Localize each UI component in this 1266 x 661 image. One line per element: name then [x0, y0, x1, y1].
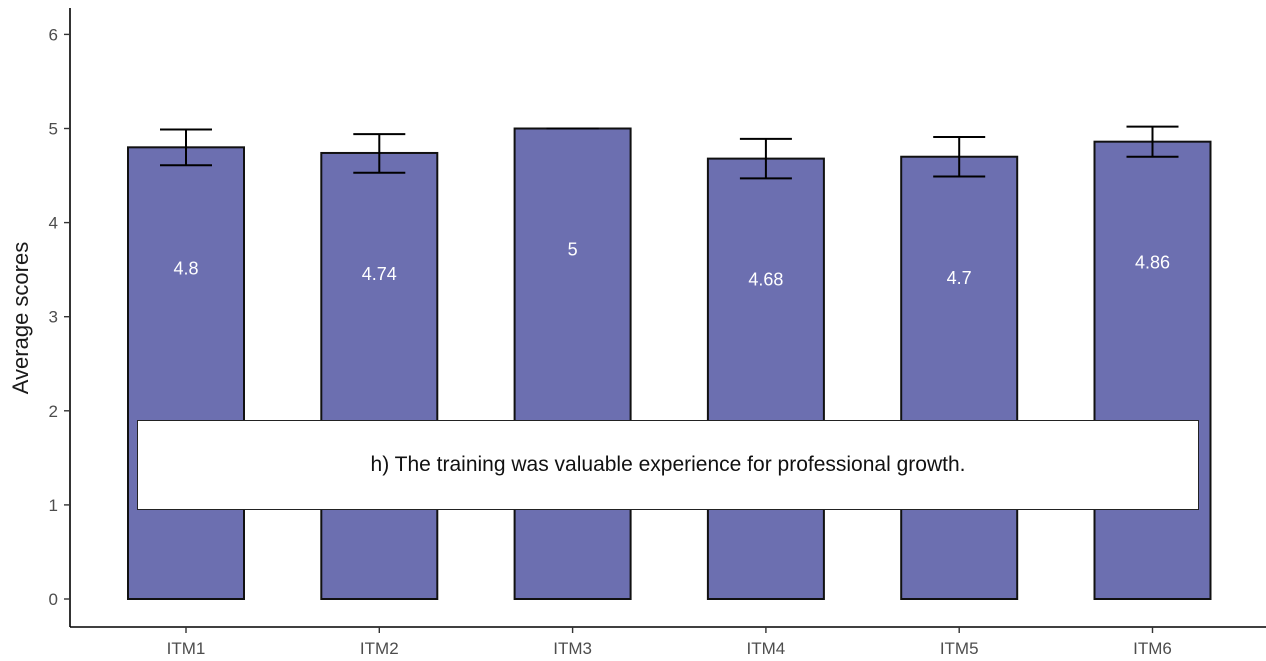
y-tick-label: 5	[49, 120, 58, 139]
data-label: 4.68	[748, 270, 783, 290]
bar	[513, 127, 632, 600]
x-tick-label: ITM6	[1133, 639, 1172, 658]
y-tick-label: 6	[49, 25, 58, 44]
caption-box: h) The training was valuable experience …	[137, 420, 1199, 510]
x-tick-label: ITM2	[360, 639, 399, 658]
x-tick-label: ITM4	[747, 639, 786, 658]
data-label: 4.8	[173, 258, 198, 278]
bar	[900, 155, 1019, 600]
error-bars	[160, 125, 1179, 180]
x-tick-label: ITM3	[553, 639, 592, 658]
x-tick-label: ITM5	[940, 639, 979, 658]
x-tick-label: ITM1	[167, 639, 206, 658]
data-label: 4.74	[362, 264, 397, 284]
y-tick-label: 0	[49, 590, 58, 609]
bars	[127, 127, 1212, 600]
y-axis: 0 1 2 3 4 5 6	[49, 8, 71, 627]
bar	[1093, 140, 1212, 600]
bar	[706, 157, 825, 600]
caption-text: h) The training was valuable experience …	[370, 453, 966, 476]
y-axis-title: Average scores	[8, 242, 33, 394]
bar	[127, 146, 245, 600]
data-labels: 4.8 4.74 5 4.68 4.7 4.86	[173, 240, 1170, 290]
y-tick-label: 3	[49, 308, 58, 327]
x-axis: ITM1 ITM2 ITM3 ITM4 ITM5 ITM6	[70, 626, 1266, 658]
data-label: 4.7	[947, 268, 972, 288]
y-tick-label: 2	[49, 402, 58, 421]
data-label: 4.86	[1135, 253, 1170, 273]
y-tick-label: 4	[49, 214, 58, 233]
data-label: 5	[568, 240, 578, 260]
bar	[320, 151, 439, 600]
y-tick-label: 1	[49, 496, 58, 515]
